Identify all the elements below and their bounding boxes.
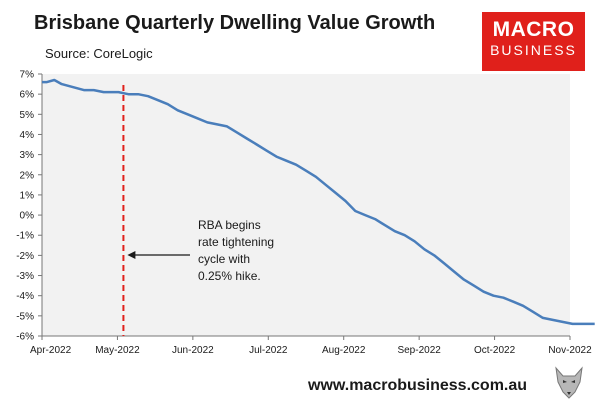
y-tick-label: -5% bbox=[16, 311, 34, 322]
x-tick-label: Aug-2022 bbox=[322, 345, 366, 356]
x-tick-label: Apr-2022 bbox=[30, 345, 72, 356]
x-tick-label: Oct-2022 bbox=[474, 345, 516, 356]
logo-line-2: BUSINESS bbox=[490, 42, 577, 58]
y-tick-label: -4% bbox=[16, 291, 34, 302]
annotation-text: 0.25% hike. bbox=[198, 269, 261, 283]
y-tick-label: -3% bbox=[16, 271, 34, 282]
annotation-arrow-head bbox=[127, 251, 136, 259]
macrobusiness-logo: MACRO BUSINESS bbox=[482, 12, 585, 71]
x-tick-label: Jun-2022 bbox=[172, 345, 214, 356]
chart-title: Brisbane Quarterly Dwelling Value Growth bbox=[34, 12, 436, 34]
y-tick-label: 0% bbox=[20, 211, 35, 222]
y-tick-label: 3% bbox=[20, 150, 35, 161]
y-tick-label: -1% bbox=[16, 231, 34, 242]
y-tick-label: -2% bbox=[16, 251, 34, 262]
series-line bbox=[42, 78, 595, 326]
y-tick-label: 5% bbox=[20, 110, 35, 121]
annotation-text: cycle with bbox=[198, 252, 250, 266]
annotation-text: rate tightening bbox=[198, 235, 274, 249]
website-url: www.macrobusiness.com.au bbox=[308, 377, 528, 394]
logo-line-1: MACRO bbox=[492, 18, 575, 41]
x-tick-label: Sep-2022 bbox=[397, 345, 441, 356]
x-tick-label: May-2022 bbox=[95, 345, 140, 356]
x-tick-label: Jul-2022 bbox=[249, 345, 288, 356]
annotation-text: RBA begins bbox=[198, 218, 261, 232]
y-tick-label: 1% bbox=[20, 190, 35, 201]
y-tick-label: 2% bbox=[20, 170, 35, 181]
y-tick-label: 6% bbox=[20, 90, 35, 101]
y-tick-label: 7% bbox=[20, 70, 35, 81]
x-tick-label: Nov-2022 bbox=[548, 345, 592, 356]
plot-area bbox=[42, 74, 570, 336]
y-tick-label: -6% bbox=[16, 332, 34, 343]
y-tick-label: 4% bbox=[20, 130, 35, 141]
fox-icon bbox=[555, 366, 583, 399]
chart-source: Source: CoreLogic bbox=[45, 46, 153, 61]
